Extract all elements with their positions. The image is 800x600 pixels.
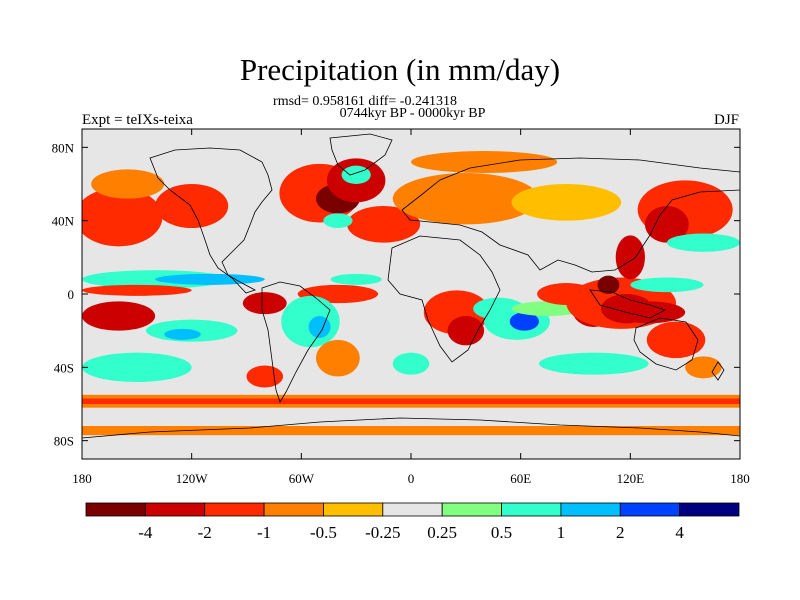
colorbar-swatch bbox=[85, 502, 146, 517]
lon-tick-label: 60E bbox=[510, 471, 531, 486]
anomaly-region bbox=[82, 352, 192, 383]
lat-tick-label: 0 bbox=[68, 287, 75, 302]
colorbar-label: 1 bbox=[557, 523, 566, 542]
colorbar-label: 4 bbox=[675, 523, 684, 542]
coastline-africa bbox=[387, 235, 501, 363]
anomaly-region bbox=[392, 173, 539, 225]
zonal-band bbox=[82, 426, 740, 436]
anomaly-regions bbox=[82, 151, 740, 388]
anomaly-region bbox=[164, 328, 201, 340]
colorbar-label: -0.25 bbox=[365, 523, 400, 542]
anomaly-region bbox=[646, 321, 706, 359]
colorbar-label: -2 bbox=[198, 523, 212, 542]
colorbar-label: 0.25 bbox=[427, 523, 457, 542]
anomaly-region bbox=[155, 184, 229, 228]
anomaly-region bbox=[615, 235, 645, 280]
colorbar-label: -4 bbox=[138, 523, 153, 542]
colorbar-swatch bbox=[679, 502, 740, 517]
colorbar-label: 2 bbox=[616, 523, 625, 542]
coastline-new-zealand bbox=[711, 361, 725, 381]
colorbar-swatch bbox=[263, 502, 324, 517]
lon-tick-label: 180 bbox=[72, 471, 92, 486]
coastline-southeast-asia bbox=[589, 289, 667, 319]
colorbar-swatch bbox=[560, 502, 621, 517]
coastline-eurasia bbox=[401, 157, 740, 273]
anomaly-region bbox=[685, 356, 722, 379]
anomaly-region bbox=[630, 277, 704, 293]
anomaly-region bbox=[509, 312, 539, 331]
lat-tick-label: 40S bbox=[54, 360, 74, 375]
coastline-south-america bbox=[261, 281, 331, 403]
longitude-axis: 180 120W 60W 0 60E 120E 180 bbox=[72, 129, 750, 486]
lon-tick-label: 120E bbox=[617, 471, 645, 486]
anomaly-region bbox=[246, 365, 284, 388]
anomaly-region bbox=[82, 187, 163, 247]
anomaly-region bbox=[644, 206, 689, 243]
lon-tick-label: 60W bbox=[289, 471, 315, 486]
anomaly-region bbox=[347, 206, 421, 243]
anomaly-region bbox=[597, 275, 620, 295]
anomaly-region bbox=[666, 233, 740, 252]
colorbar-labels: -4 -2 -1 -0.5 -0.25 0.25 0.5 1 2 4 bbox=[138, 523, 684, 542]
colorbar-swatch bbox=[204, 502, 265, 517]
colorbar-swatch bbox=[619, 502, 681, 517]
zonal-bands bbox=[82, 394, 740, 436]
anomaly-region bbox=[242, 292, 287, 315]
lat-tick-label: 40N bbox=[52, 214, 75, 229]
experiment-label: Expt = teIXs-teixa bbox=[82, 112, 193, 128]
lon-tick-label: 120W bbox=[176, 471, 209, 486]
lon-tick-label: 180 bbox=[730, 471, 750, 486]
period-label: 0744kyr BP - 0000kyr BP bbox=[339, 106, 486, 121]
colorbar-swatch bbox=[144, 502, 206, 517]
colorbar-label: -1 bbox=[257, 523, 271, 542]
anomaly-region bbox=[411, 151, 558, 173]
anomaly-region bbox=[91, 169, 165, 199]
lat-tick-label: 80N bbox=[52, 140, 75, 155]
anomaly-region bbox=[538, 352, 649, 375]
coastline-north-america bbox=[149, 147, 273, 294]
colorbar-swatch bbox=[382, 502, 443, 517]
anomaly-region bbox=[82, 301, 156, 331]
coastline-greenland bbox=[329, 133, 393, 176]
lon-tick-label: 0 bbox=[408, 471, 415, 486]
coastline-australia bbox=[633, 317, 699, 371]
anomaly-region bbox=[447, 316, 485, 346]
colorbar-swatch bbox=[501, 502, 562, 517]
anomaly-region bbox=[155, 273, 265, 285]
coastline-antarctica bbox=[82, 417, 740, 439]
zonal-band bbox=[82, 398, 740, 404]
anomaly-region bbox=[82, 284, 192, 296]
anomaly-region bbox=[612, 301, 686, 324]
lat-tick-label: 80S bbox=[54, 434, 74, 449]
latitude-axis: 80N 40N 0 40S 80S bbox=[52, 140, 740, 449]
anomaly-region bbox=[323, 213, 353, 229]
colorbar-label: 0.5 bbox=[491, 523, 512, 542]
anomaly-region bbox=[392, 352, 430, 375]
anomaly-region bbox=[511, 184, 622, 221]
colorbar-swatch bbox=[441, 502, 502, 517]
anomaly-region bbox=[341, 165, 371, 184]
coastlines bbox=[82, 133, 740, 439]
stats-line: rmsd= 0.958161 diff= -0.241318 bbox=[273, 94, 457, 109]
anomaly-region bbox=[315, 339, 360, 377]
colorbar-label: -0.5 bbox=[310, 523, 337, 542]
colorbar bbox=[85, 502, 740, 517]
map-title: Precipitation (in mm/day) bbox=[239, 52, 561, 87]
anomaly-region bbox=[330, 273, 382, 285]
colorbar-swatch bbox=[323, 502, 384, 517]
season-label: DJF bbox=[713, 112, 739, 128]
anomaly-region bbox=[308, 316, 331, 338]
map-plot-area bbox=[82, 129, 740, 459]
